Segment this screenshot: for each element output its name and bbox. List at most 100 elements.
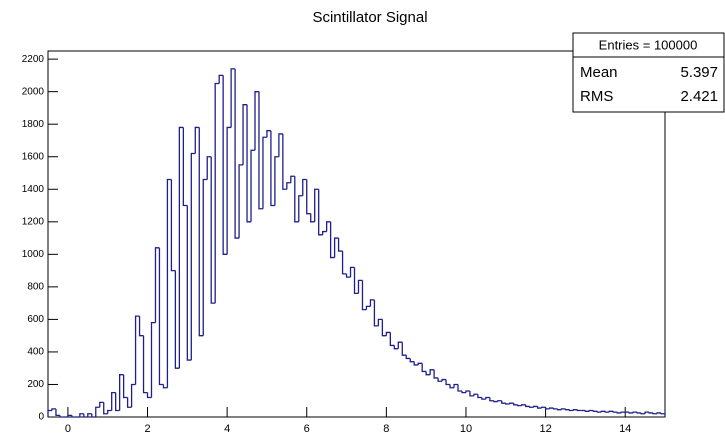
histogram-bin xyxy=(548,407,554,409)
histogram-bin xyxy=(576,409,582,412)
y-tick-label: 2000 xyxy=(22,86,45,97)
histogram-bin xyxy=(158,247,164,386)
histogram-bin xyxy=(421,363,427,373)
histogram-bin xyxy=(361,280,367,311)
y-tick-label: 1000 xyxy=(22,249,45,260)
x-tick-label: 0 xyxy=(65,423,71,435)
histogram-bin xyxy=(325,221,331,232)
y-tick-label: 200 xyxy=(27,379,44,390)
histogram-bin xyxy=(302,178,307,196)
histogram-bin xyxy=(51,408,56,411)
histogram-bin xyxy=(337,238,343,252)
histogram-bin xyxy=(385,331,391,336)
histogram-bin xyxy=(441,378,447,382)
histogram-bin xyxy=(648,412,654,414)
chart-title: Scintillator Signal xyxy=(312,9,427,26)
histogram-bin xyxy=(596,411,602,413)
histogram-bin xyxy=(556,408,562,411)
histogram-bin xyxy=(202,178,208,336)
histogram-bin xyxy=(314,188,319,222)
histogram-bin xyxy=(333,237,339,258)
histogram-bin xyxy=(322,230,327,235)
histogram-bin xyxy=(477,394,482,399)
histogram-bin xyxy=(501,400,506,404)
histogram-bin xyxy=(369,299,375,307)
histogram-bin xyxy=(206,156,212,180)
histogram-bin xyxy=(278,133,283,157)
histogram-bin xyxy=(190,152,196,361)
histogram-bin xyxy=(55,408,60,417)
histogram-bin xyxy=(178,126,184,369)
y-tick-label: 0 xyxy=(38,412,44,423)
histogram-bin xyxy=(509,402,514,404)
histogram-bin xyxy=(71,415,76,418)
histogram-bin xyxy=(449,384,455,389)
histogram-bin xyxy=(234,68,240,239)
histogram-bin xyxy=(91,413,96,418)
histogram-bin xyxy=(457,384,462,392)
histogram-bin xyxy=(417,362,423,365)
histogram-bin xyxy=(540,406,546,409)
histogram-bin xyxy=(130,383,136,408)
histogram-bin xyxy=(119,374,124,411)
histogram-bin xyxy=(170,179,176,272)
histogram-bin xyxy=(564,408,570,411)
histogram-bin xyxy=(218,74,224,84)
histogram-bin xyxy=(266,130,271,138)
histogram-bin xyxy=(433,369,439,379)
histogram-bin xyxy=(258,91,263,210)
histogram-bin xyxy=(389,332,395,347)
histogram-bin xyxy=(481,397,486,400)
histogram-bin xyxy=(529,406,534,408)
histogram-bin xyxy=(99,401,104,408)
histogram-bin xyxy=(357,279,363,294)
histogram-bin xyxy=(87,413,92,417)
histogram-bin xyxy=(286,182,291,190)
histogram-bin xyxy=(604,411,610,413)
histogram-bin xyxy=(612,411,618,413)
histogram-bin xyxy=(262,136,267,209)
histogram-bin xyxy=(552,408,558,410)
histogram-bin xyxy=(517,404,522,407)
histogram-bin xyxy=(134,315,140,385)
histogram-bin xyxy=(409,358,415,363)
histogram-bin xyxy=(214,82,220,304)
histogram-bin xyxy=(532,405,538,408)
histogram-bin xyxy=(656,412,662,414)
y-tick-label: 400 xyxy=(27,347,44,358)
x-tick-label: 14 xyxy=(619,423,631,435)
histogram-bin xyxy=(425,371,431,376)
histogram-bin xyxy=(461,390,466,394)
histogram-bin xyxy=(162,384,168,389)
histogram-bin xyxy=(373,299,379,327)
histogram-bin xyxy=(377,318,383,326)
histogram-bin xyxy=(166,178,172,388)
stats-mean-label: Mean xyxy=(580,64,618,81)
histogram-bin xyxy=(628,412,634,414)
histogram-bin xyxy=(122,374,128,399)
histogram-bin xyxy=(194,126,200,154)
histogram-bin xyxy=(115,392,120,412)
y-tick-label: 2200 xyxy=(22,54,45,65)
histogram-bin xyxy=(349,266,355,278)
y-tick-label: 1800 xyxy=(22,119,45,130)
histogram-bin xyxy=(294,176,299,223)
histogram-bin xyxy=(560,408,566,410)
stats-entries: Entries = 100000 xyxy=(599,37,698,52)
histogram-bin xyxy=(79,413,84,417)
histogram-bin xyxy=(429,369,435,375)
x-tick-label: 6 xyxy=(304,423,310,435)
histogram-bin xyxy=(600,410,606,413)
y-tick-label: 1600 xyxy=(22,151,45,162)
x-tick-label: 10 xyxy=(460,423,472,435)
histogram-bin xyxy=(437,377,443,382)
histogram-bin xyxy=(660,412,666,417)
histogram-bin xyxy=(525,404,530,408)
histogram-bin xyxy=(274,156,279,206)
histogram-bin xyxy=(250,149,255,222)
histogram-bin xyxy=(592,410,598,412)
histogram-bin xyxy=(405,355,411,360)
histogram-bin xyxy=(489,397,494,402)
histogram-bin xyxy=(222,75,228,255)
histogram-bin xyxy=(111,391,116,411)
